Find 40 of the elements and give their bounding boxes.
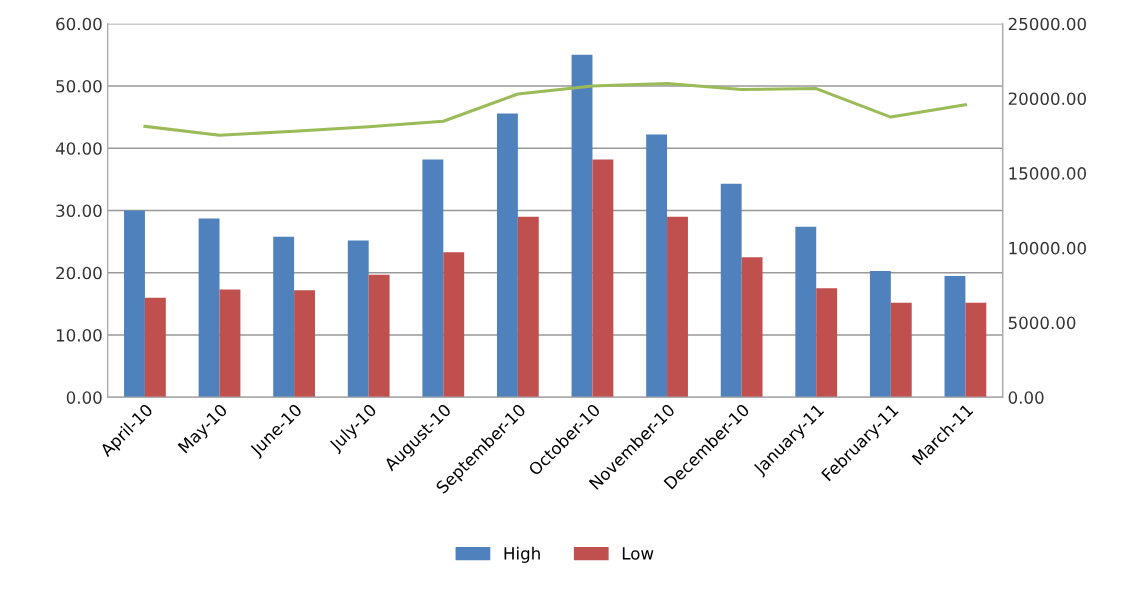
bar — [944, 275, 966, 398]
y-tick-label: 40.00 — [55, 142, 102, 155]
y-tick-label: 0.00 — [66, 391, 102, 404]
bar — [571, 54, 593, 398]
bar — [198, 218, 220, 398]
bar — [795, 226, 817, 398]
bar — [294, 290, 315, 398]
y-tick-label: 10.00 — [56, 329, 102, 342]
bar — [422, 159, 444, 398]
y-tick-label: 50.00 — [56, 79, 102, 93]
y-tick-label: 30.00 — [56, 204, 102, 218]
bar — [741, 257, 763, 398]
bar — [144, 297, 166, 398]
bar — [869, 270, 891, 398]
y-tick-label: 20.00 — [56, 266, 102, 280]
bar — [368, 274, 390, 398]
y2-tick-label: 0.00 — [1008, 391, 1044, 404]
legend-label: High — [504, 546, 540, 563]
bar — [124, 210, 145, 398]
bar — [496, 113, 518, 398]
y2-tick-label: 10000.00 — [1009, 241, 1086, 255]
y2-tick-label: 5000.00 — [1008, 316, 1076, 330]
bar — [443, 252, 465, 398]
bar — [592, 159, 614, 398]
bar — [347, 240, 369, 398]
legend-label: Low — [622, 547, 654, 560]
y2-tick-label: 20000.00 — [1008, 92, 1086, 106]
bar — [219, 289, 241, 398]
bar — [965, 302, 987, 398]
bar — [517, 216, 539, 398]
bar — [890, 302, 912, 398]
line-series — [143, 81, 967, 137]
y2-tick-label: 25000.00 — [1008, 17, 1086, 31]
bar — [273, 236, 295, 398]
y-tick-label: 60.00 — [56, 17, 102, 31]
bar — [720, 183, 742, 398]
bar — [816, 288, 838, 398]
y2-tick-label: 15000.00 — [1009, 167, 1086, 180]
bar — [646, 134, 668, 398]
bar — [667, 216, 688, 398]
